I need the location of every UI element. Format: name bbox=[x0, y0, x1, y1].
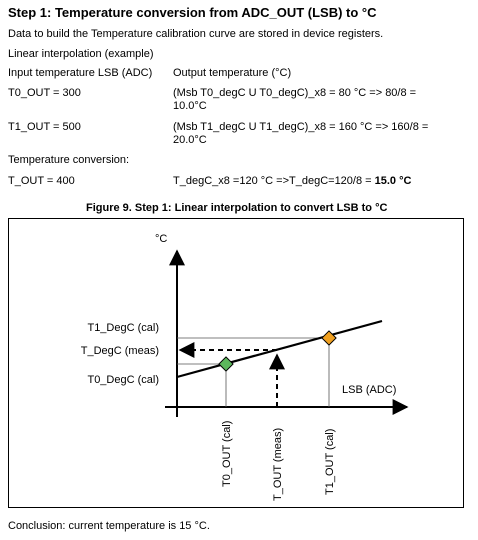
conclusion-text: Conclusion: current temperature is 15 °C… bbox=[8, 520, 210, 532]
t0-calibration-marker bbox=[218, 356, 234, 372]
t1-calibration-marker bbox=[321, 330, 337, 346]
tout-calculation: T_degC_x8 =120 °C =>T_degC=120/8 = 15.0 … bbox=[173, 175, 411, 187]
tout-input: T_OUT = 400 bbox=[8, 175, 75, 187]
diagram-svg: °C T1_DegC (cal) T_DegC (meas) T0_DegC (… bbox=[81, 233, 409, 501]
t1-output-line2: 20.0°C bbox=[173, 134, 207, 146]
intro-text: Data to build the Temperature calibratio… bbox=[8, 28, 384, 40]
t0-output-line2: 10.0°C bbox=[173, 100, 207, 112]
page-heading: Step 1: Temperature conversion from ADC_… bbox=[8, 5, 377, 20]
y-unit-label: °C bbox=[155, 233, 167, 245]
y-label-meas: T_DegC (meas) bbox=[81, 345, 159, 357]
x-label-t1: T1_OUT (cal) bbox=[324, 429, 336, 495]
tout-calculation-text: T_degC_x8 =120 °C =>T_degC=120/8 = bbox=[173, 175, 375, 187]
x-label-tout: T_OUT (meas) bbox=[272, 428, 284, 501]
calibration-line bbox=[176, 319, 383, 379]
y-label-t0: T0_DegC (cal) bbox=[87, 374, 159, 386]
linear-interpolation-label: Linear interpolation (example) bbox=[8, 48, 154, 60]
t1-input: T1_OUT = 500 bbox=[8, 121, 81, 133]
t0-output-line1: (Msb T0_degC U T0_degC)_x8 = 80 °C => 80… bbox=[173, 87, 417, 99]
x-axis-label: LSB (ADC) bbox=[342, 384, 396, 396]
tout-result: 15.0 °C bbox=[374, 175, 412, 187]
t1-output-line1: (Msb T1_degC U T1_degC)_x8 = 160 °C => 1… bbox=[173, 121, 429, 133]
input-column-header: Input temperature LSB (ADC) bbox=[8, 67, 153, 79]
figure-caption: Figure 9. Step 1: Linear interpolation t… bbox=[86, 202, 388, 214]
t0-input: T0_OUT = 300 bbox=[8, 87, 81, 99]
y-label-t1: T1_DegC (cal) bbox=[87, 322, 159, 334]
x-label-t0: T0_OUT (cal) bbox=[221, 421, 233, 487]
interpolation-diagram: °C T1_DegC (cal) T_DegC (meas) T0_DegC (… bbox=[8, 218, 464, 508]
conversion-label: Temperature conversion: bbox=[8, 154, 130, 166]
output-column-header: Output temperature (°C) bbox=[173, 67, 292, 79]
